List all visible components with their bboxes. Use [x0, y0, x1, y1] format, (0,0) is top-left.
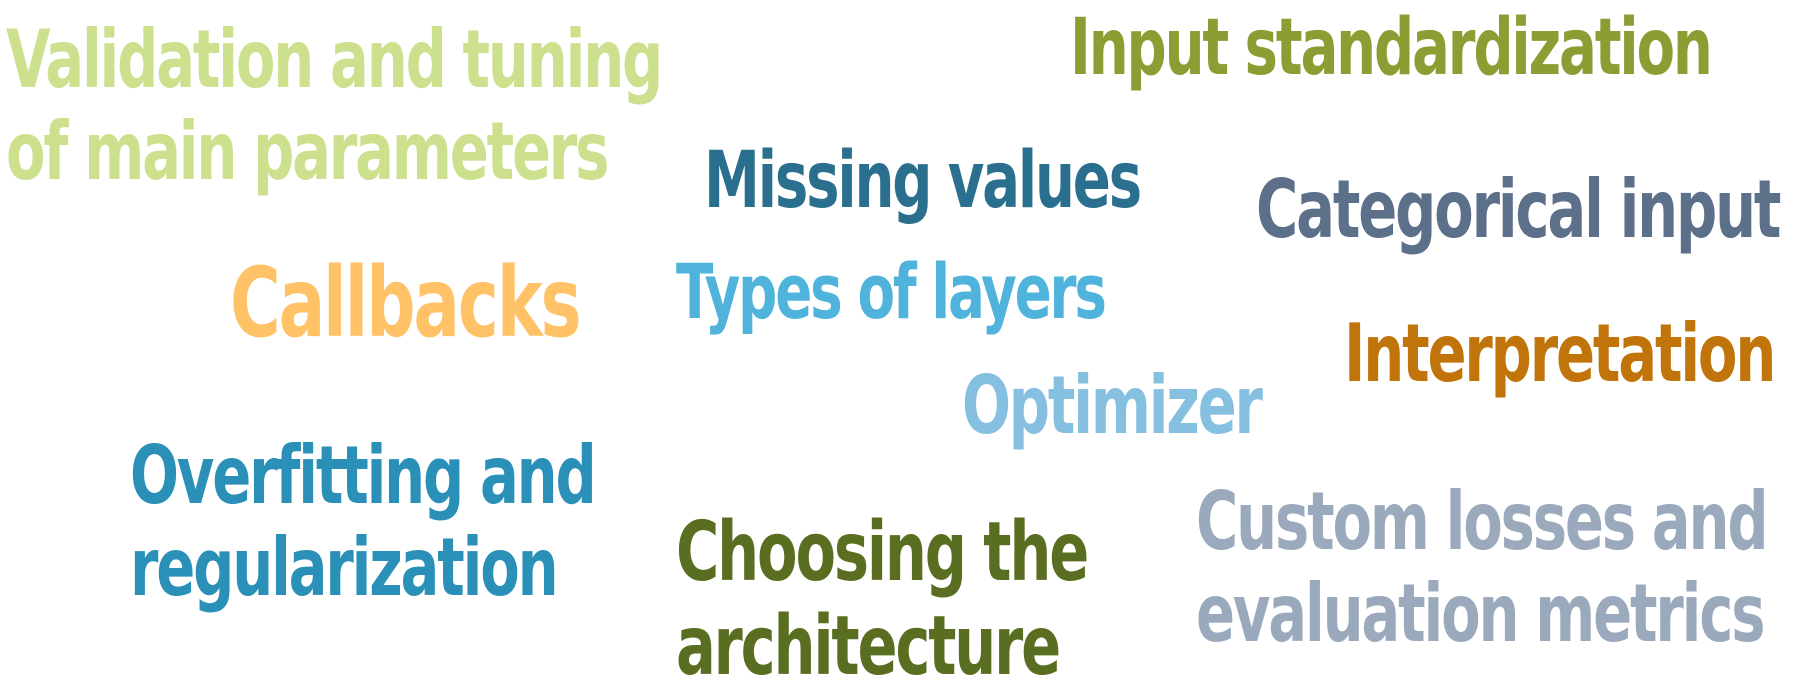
word-optimizer: Optimizer: [962, 359, 1263, 452]
word-cloud: Validation and tuning of main parameters…: [6, 3, 1781, 693]
word-line: architecture: [676, 599, 1061, 694]
word-line: regularization: [130, 521, 559, 614]
word-line: Missing values: [704, 136, 1142, 226]
word-missing-values: Missing values: [704, 136, 1142, 227]
word-custom-losses-and-metrics: Custom losses and evaluation metrics: [1196, 475, 1769, 660]
word-line: Types of layers: [676, 247, 1107, 336]
word-line: Interpretation: [1344, 307, 1776, 400]
word-line: Overfitting and: [130, 429, 597, 522]
word-interpretation: Interpretation: [1344, 307, 1776, 400]
word-line: Custom losses and: [1196, 475, 1769, 568]
word-input-standardization: Input standardization: [1070, 3, 1713, 94]
word-line: evaluation metrics: [1196, 567, 1765, 660]
word-line: Validation and tuning: [6, 13, 663, 106]
word-validation-and-tuning: Validation and tuning of main parameters: [6, 13, 663, 198]
word-categorical-input: Categorical input: [1256, 163, 1781, 256]
word-line: Input standardization: [1070, 3, 1713, 93]
word-overfitting-and-regularization: Overfitting and regularization: [130, 429, 597, 614]
word-line: Choosing the: [676, 505, 1089, 600]
word-choosing-the-architecture: Choosing the architecture: [676, 505, 1089, 694]
word-callbacks: Callbacks: [230, 247, 582, 359]
word-line: Categorical input: [1256, 163, 1781, 256]
word-types-of-layers: Types of layers: [676, 247, 1107, 336]
word-line: Optimizer: [962, 359, 1263, 452]
word-line: Callbacks: [230, 247, 582, 359]
word-line: of main parameters: [6, 105, 609, 198]
